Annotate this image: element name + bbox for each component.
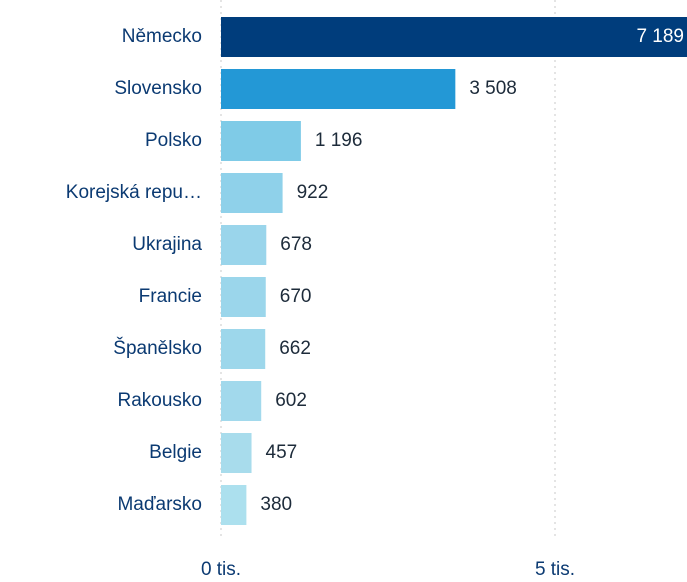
data-label: 3 508 [469, 78, 517, 99]
data-label: 7 189 [636, 26, 684, 47]
bar [221, 173, 283, 213]
data-label: 922 [297, 182, 329, 203]
category-label: Korejská repu… [66, 182, 202, 203]
category-label: Slovensko [114, 78, 202, 99]
bar [221, 225, 267, 265]
bar [221, 485, 247, 525]
bar [221, 69, 456, 109]
bar [221, 433, 252, 473]
category-label: Polsko [145, 130, 202, 151]
category-label: Německo [122, 26, 202, 47]
data-label: 1 196 [315, 130, 363, 151]
bar [221, 277, 266, 317]
data-label: 662 [279, 338, 311, 359]
x-tick-label: 5 tis. [535, 559, 575, 580]
data-label: 678 [280, 234, 312, 255]
category-label: Španělsko [113, 337, 202, 359]
category-label: Belgie [149, 442, 202, 463]
data-label: 380 [260, 494, 292, 515]
bar [221, 17, 687, 57]
category-label: Francie [139, 286, 202, 307]
data-label: 457 [266, 442, 298, 463]
x-tick-label: 0 tis. [201, 559, 241, 580]
bar [221, 329, 266, 369]
data-label: 602 [275, 390, 307, 411]
bar [221, 381, 262, 421]
category-label: Maďarsko [117, 494, 202, 515]
data-label: 670 [280, 286, 312, 307]
bar [221, 121, 301, 161]
category-label: Ukrajina [132, 234, 202, 255]
category-label: Rakousko [118, 390, 203, 411]
